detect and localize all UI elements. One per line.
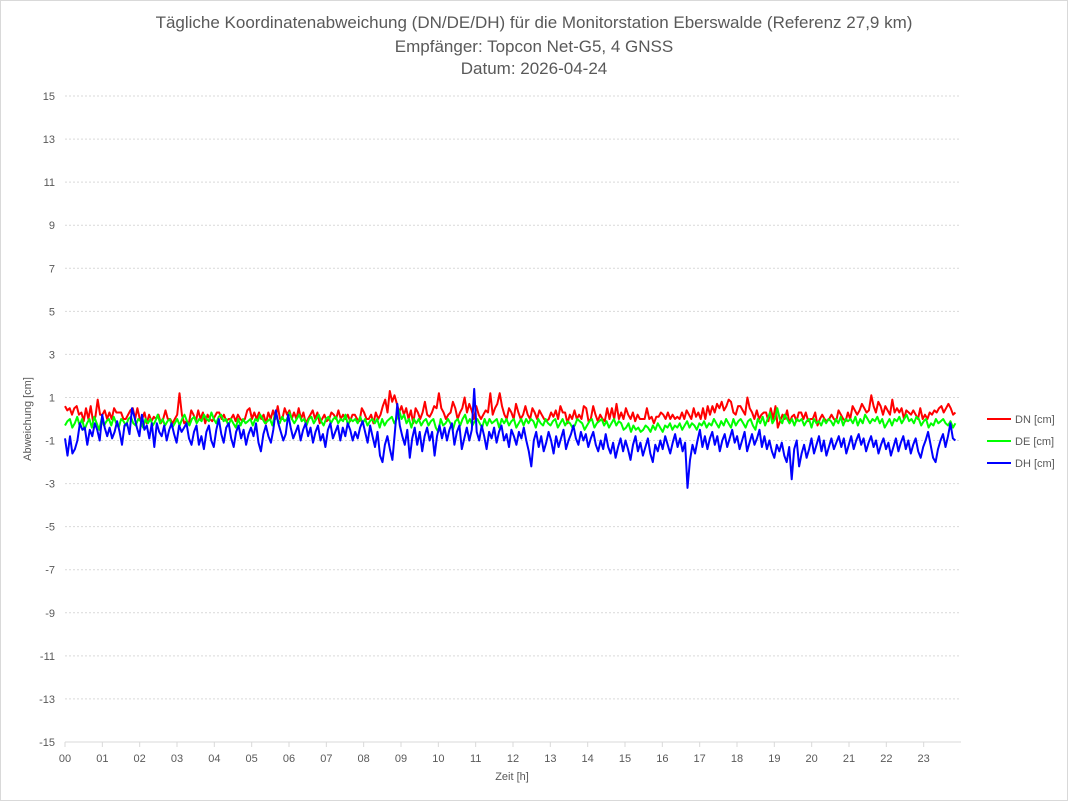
x-tick-label: 19	[768, 753, 780, 765]
y-tick-label: 7	[49, 263, 55, 275]
x-tick-label: 07	[320, 753, 332, 765]
x-tick-label: 15	[619, 753, 631, 765]
x-tick-label: 23	[918, 753, 930, 765]
x-tick-label: 01	[96, 753, 108, 765]
x-tick-label: 21	[843, 753, 855, 765]
x-tick-label: 08	[358, 753, 370, 765]
y-tick-label: 3	[49, 349, 55, 361]
y-tick-label: -1	[45, 436, 55, 448]
x-tick-label: 04	[208, 753, 220, 765]
y-tick-label: -3	[45, 479, 55, 491]
x-tick-label: 12	[507, 753, 519, 765]
legend-label: DH [cm]	[1015, 458, 1055, 470]
x-tick-label: 13	[544, 753, 556, 765]
x-axis-label: Zeit [h]	[495, 771, 529, 783]
x-tick-label: 06	[283, 753, 295, 765]
x-tick-label: 14	[582, 753, 594, 765]
x-tick-label: 20	[806, 753, 818, 765]
y-tick-label: 11	[44, 177, 55, 189]
x-tick-label: 00	[59, 753, 71, 765]
x-tick-label: 05	[246, 753, 258, 765]
y-tick-label: -7	[45, 565, 55, 577]
x-tick-label: 22	[880, 753, 892, 765]
x-tick-label: 09	[395, 753, 407, 765]
legend-label: DN [cm]	[1015, 414, 1055, 426]
chart-subtitle: Empfänger: Topcon Net-G5, 4 GNSS	[394, 37, 674, 56]
y-axis-ticks: 15 13 11 9 7 5 3 1 -1 -3 -5 -7 -9 -11 -13 -15	[39, 91, 55, 749]
y-tick-label: 15	[43, 91, 55, 103]
legend-label: DE [cm]	[1015, 436, 1054, 448]
y-tick-label: -9	[45, 608, 55, 620]
x-tick-label: 16	[656, 753, 668, 765]
chart-title: Tägliche Koordinatenabweichung (DN/DE/DH…	[155, 13, 913, 32]
y-tick-label: 9	[49, 220, 55, 232]
series-line-de	[64, 407, 957, 433]
chart-date: Datum: 2026-04-24	[460, 59, 608, 78]
x-tick-label: 02	[134, 753, 146, 765]
y-tick-label: -11	[40, 651, 55, 663]
legend: DN [cm] DE [cm] DH [cm]	[987, 414, 1055, 470]
x-axis-ticks: 00 01 02 03 04 05 06 07 08 09 10 11 12 13 14 15 16 17 18 19…	[59, 742, 930, 765]
x-tick-label: 11	[470, 753, 481, 765]
x-tick-label: 18	[731, 753, 743, 765]
y-axis-label: Abweichung [cm]	[22, 377, 34, 461]
y-tick-label: -15	[39, 737, 55, 749]
y-tick-label: -13	[39, 694, 55, 706]
y-tick-label: 5	[49, 306, 55, 318]
x-tick-label: 10	[432, 753, 444, 765]
y-tick-label: 13	[43, 134, 55, 146]
y-tick-label: 1	[49, 392, 55, 404]
y-tick-label: -5	[45, 522, 55, 534]
series-lines	[64, 387, 957, 489]
x-tick-label: 03	[171, 753, 183, 765]
series-line-dh	[64, 387, 957, 489]
x-tick-label: 17	[694, 753, 706, 765]
